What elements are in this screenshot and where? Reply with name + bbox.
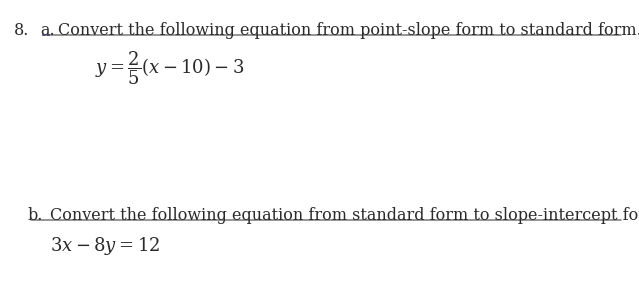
Text: b.: b. [28,207,43,224]
Text: $y = \dfrac{2}{5}(x - 10) - 3$: $y = \dfrac{2}{5}(x - 10) - 3$ [95,49,245,87]
Text: Convert the following equation from point-slope form to standard form.: Convert the following equation from poin… [58,22,639,39]
Text: $3x - 8y = 12$: $3x - 8y = 12$ [50,235,160,257]
Text: 8.: 8. [14,22,29,39]
Text: a.: a. [40,22,54,39]
Text: Convert the following equation from standard form to slope-intercept form.: Convert the following equation from stan… [50,207,639,224]
